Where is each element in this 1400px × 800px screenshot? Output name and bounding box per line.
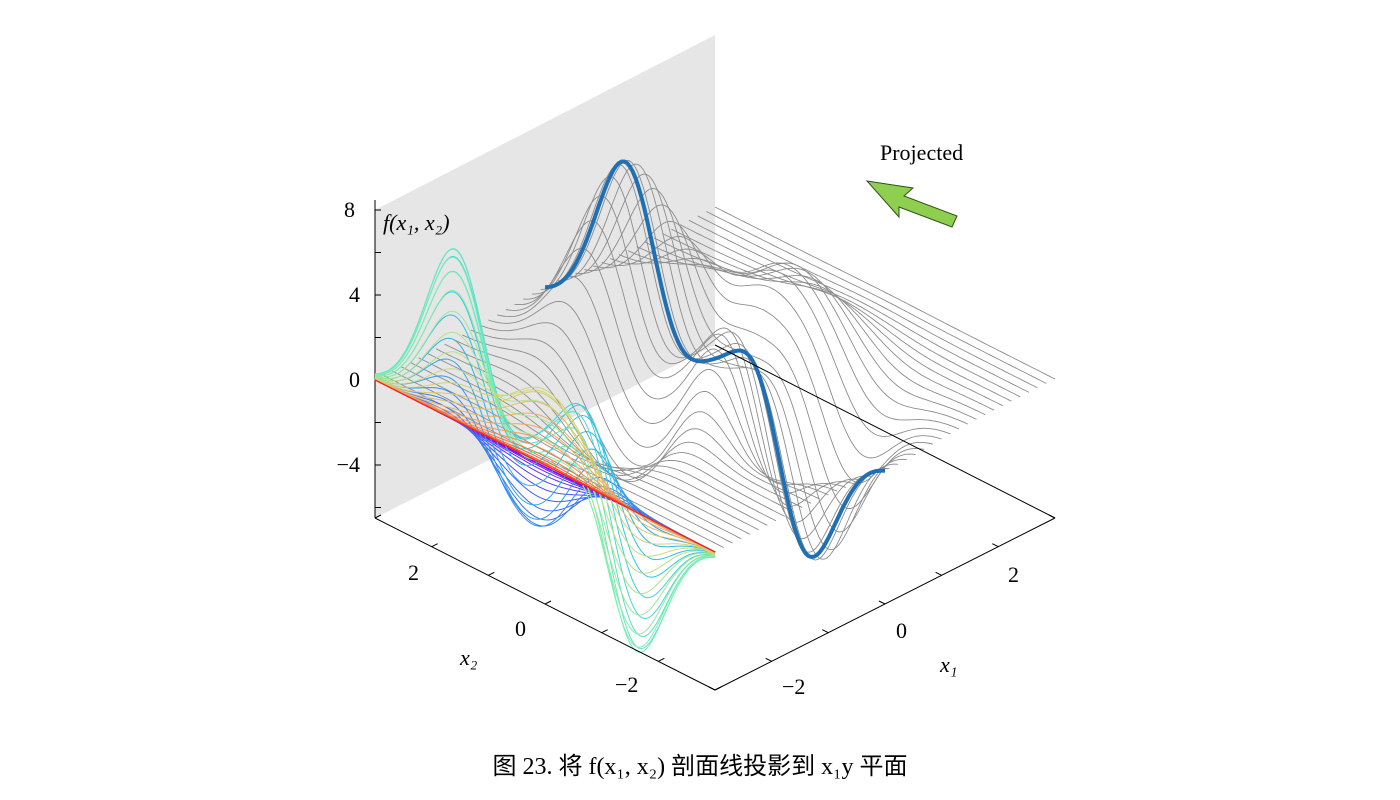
gray-profile-line	[549, 160, 890, 561]
projected-profile-line	[374, 368, 716, 557]
gray-profile-line	[584, 204, 925, 509]
gray-profile-line	[697, 215, 1038, 389]
x1-tick-mark	[935, 571, 942, 576]
gray-profile-line	[601, 236, 942, 459]
floor-axis-ticks	[374, 514, 1056, 691]
highlighted-profile-line	[545, 159, 886, 560]
gray-profile-line	[653, 237, 995, 411]
projected-profile-line	[374, 379, 716, 553]
projected-profile-line	[374, 331, 716, 595]
x1-tick-mark	[822, 629, 829, 634]
floor-diagonal-line	[714, 344, 1056, 519]
z-tick-label-neg4: −4	[337, 452, 360, 477]
x2-tick-label-2: 2	[408, 560, 419, 585]
z-tick-label-8: 8	[344, 197, 355, 222]
projected-profile-line	[374, 337, 716, 554]
x1-tick-label-2: 2	[1008, 562, 1019, 587]
projected-profile-line	[374, 351, 716, 574]
gray-profile-line	[671, 228, 1012, 402]
x2-axis-title: x₂	[459, 645, 478, 670]
projected-profile-line	[374, 378, 716, 554]
x1-tick-label-neg2: −2	[782, 674, 805, 699]
gray-profile-line	[714, 206, 1056, 380]
projected-profile-line	[374, 379, 716, 553]
x1-tick-mark	[1048, 514, 1056, 519]
x2-tick-label-0: 0	[515, 616, 526, 641]
x2-tick-mark	[431, 543, 438, 548]
x2-tick-mark	[374, 514, 382, 519]
projected-profile-line	[374, 379, 716, 553]
projected-colored-lines	[374, 248, 716, 653]
gray-profile-line	[558, 163, 899, 560]
projection-plane	[375, 35, 715, 518]
gray-profile-line	[618, 254, 960, 430]
projected-profile-line	[374, 378, 716, 554]
x1-tick-mark	[765, 657, 772, 662]
gray-profile-line	[706, 211, 1047, 384]
gray-profile-line	[645, 241, 986, 416]
x1-tick-mark	[992, 543, 999, 548]
gray-profile-line	[479, 322, 820, 500]
projected-arrow-icon	[865, 180, 958, 228]
gray-profile-line	[470, 329, 812, 504]
x2-tick-mark	[658, 657, 665, 662]
gray-profile-line	[462, 334, 803, 509]
z-tick-label-0: 0	[349, 367, 360, 392]
x1-tick-mark	[878, 600, 886, 605]
projected-profile-line	[374, 379, 716, 553]
x2-tick-mark	[601, 629, 608, 634]
projected-profile-line	[374, 375, 716, 553]
projected-profile-line	[374, 310, 716, 616]
gray-profile-line	[488, 300, 829, 496]
projected-annotation: Projected	[880, 140, 963, 165]
z-tick-label-4: 4	[349, 282, 360, 307]
x2-tick-mark	[544, 600, 552, 605]
x1-axis-title: x₁	[939, 652, 957, 677]
figure-caption: 图 23. 将 f(x₁, x₂) 剖面线投影到 x₁y 平面	[492, 754, 908, 780]
gray-profile-line	[523, 195, 864, 523]
x2-tick-label-neg2: −2	[615, 672, 638, 697]
projected-profile-line	[375, 256, 716, 653]
gray-profile-line	[540, 164, 881, 553]
gray-profile-line	[636, 246, 977, 420]
projected-profile-line	[374, 379, 716, 553]
x2-tick-mark	[714, 686, 722, 691]
gray-profile-line	[566, 173, 907, 551]
gray-profile-line	[688, 219, 1030, 393]
z-axis-title: f(x₁, x₂)	[383, 210, 450, 235]
x1-tick-label-0: 0	[896, 618, 907, 643]
gray-profile-line	[514, 220, 855, 507]
x1-tick-mark	[708, 686, 716, 691]
gray-profile-line	[679, 224, 1021, 398]
x2-tick-mark	[488, 571, 495, 576]
projected-profile-line	[374, 289, 716, 635]
